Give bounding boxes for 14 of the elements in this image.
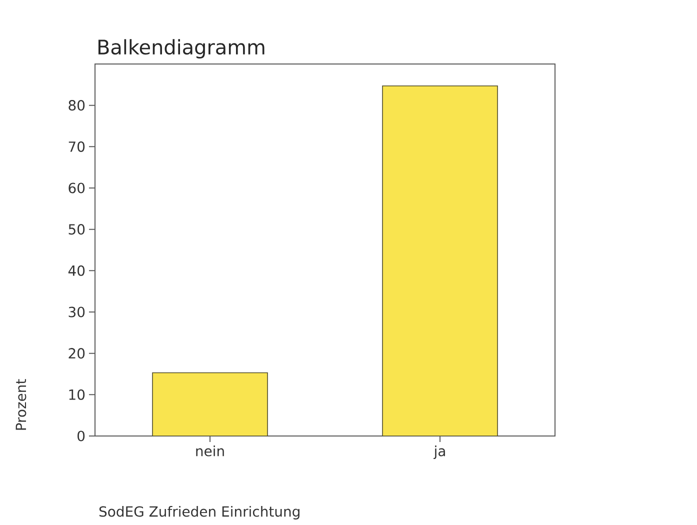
y-tick-label: 20 (68, 348, 85, 359)
chart-title: Balkendiagramm (98, 39, 264, 58)
y-axis-title: Prozent (16, 379, 26, 430)
y-tick-label: 10 (69, 389, 85, 400)
x-tick-label: ja (434, 446, 445, 460)
y-tick-label: 60 (68, 182, 85, 194)
y-tick-label: 30 (68, 306, 85, 318)
y-tick-label: 40 (68, 265, 85, 276)
x-tick-label: nein (196, 446, 224, 456)
y-tick-label: 50 (68, 224, 85, 235)
y-tick-label: 0 (78, 430, 85, 442)
y-tick-label: 70 (68, 141, 85, 152)
y-tick-label: 80 (68, 100, 85, 111)
x-axis-title: SodEG Zufrieden Einrichtung (99, 506, 300, 520)
